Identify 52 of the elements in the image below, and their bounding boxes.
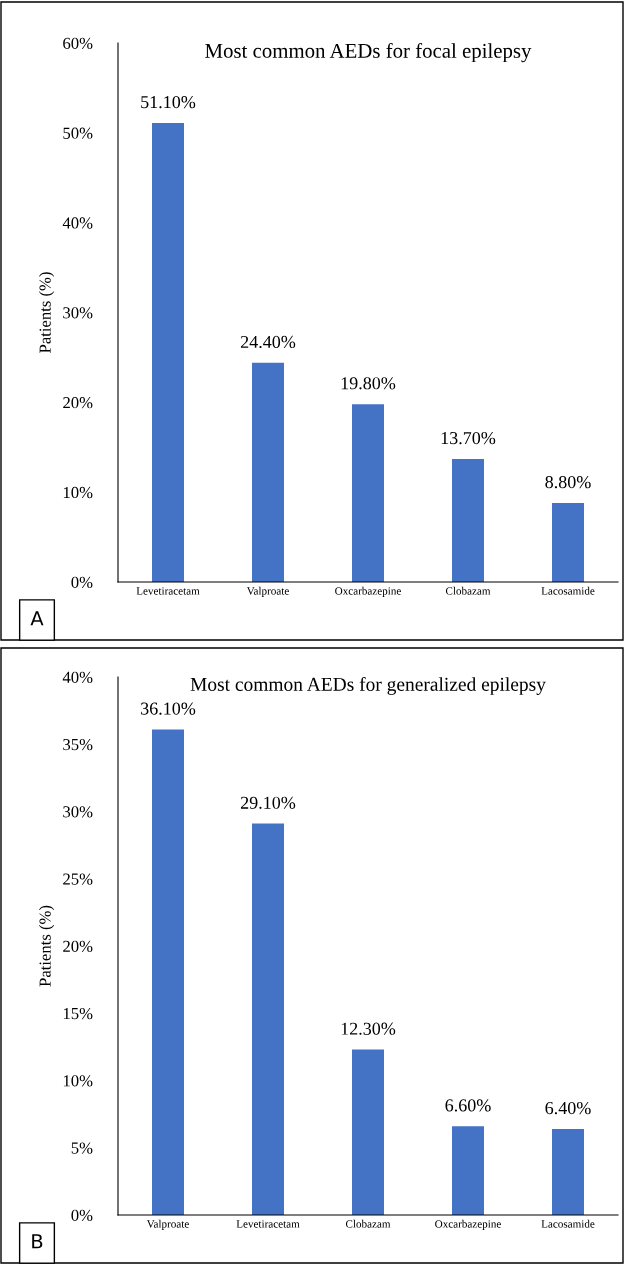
y-tick-label: 40% bbox=[62, 671, 93, 683]
x-tick-label: Valproate bbox=[246, 586, 289, 597]
x-tick-label: Clobazam bbox=[445, 586, 491, 595]
x-tick-label: Levetiracetam bbox=[136, 587, 200, 595]
y-tick-label: 20% bbox=[63, 940, 93, 952]
x-tick-label: Oxcarbazepine bbox=[335, 586, 401, 597]
bar bbox=[152, 122, 184, 582]
bar bbox=[552, 502, 584, 582]
data-label: 36.10% bbox=[141, 702, 196, 715]
y-tick-label: 30% bbox=[63, 806, 93, 818]
y-tick-label: 10% bbox=[63, 486, 93, 499]
y-axis-title: Patients (%) bbox=[39, 272, 55, 353]
x-tick-label: Levetiracetam bbox=[236, 1220, 300, 1228]
x-tick-label: Lacosamide bbox=[541, 586, 595, 595]
y-tick-label: 30% bbox=[63, 307, 93, 319]
y-tick-label: 15% bbox=[63, 1007, 93, 1020]
y-tick-label: 40% bbox=[62, 217, 93, 229]
chart-title: Most common AEDs for focal epilepsy bbox=[205, 43, 532, 63]
bar bbox=[352, 1049, 384, 1215]
y-tick-label: 10% bbox=[63, 1075, 93, 1087]
data-label: 19.80% bbox=[341, 377, 396, 390]
y-tick-label: 0% bbox=[71, 1209, 93, 1221]
y-tick-label: 20% bbox=[63, 397, 93, 409]
data-label: 12.30% bbox=[341, 1022, 396, 1035]
bar bbox=[552, 1128, 584, 1215]
bar bbox=[252, 823, 284, 1215]
y-axis-title: Patients (%) bbox=[39, 905, 55, 987]
text: B bbox=[32, 1234, 43, 1249]
y-tick-label: 25% bbox=[63, 873, 93, 885]
x-tick-label: Valproate bbox=[146, 1219, 189, 1230]
bar bbox=[152, 729, 184, 1215]
data-label: 6.40% bbox=[545, 1101, 591, 1115]
data-label: 6.60% bbox=[445, 1099, 491, 1112]
bar bbox=[452, 1126, 484, 1215]
bar bbox=[352, 404, 384, 582]
y-tick-label: 60% bbox=[63, 37, 93, 49]
bar bbox=[452, 458, 484, 582]
y-tick-label: 35% bbox=[63, 738, 93, 751]
data-label: 8.80% bbox=[545, 475, 591, 489]
data-label: 29.10% bbox=[240, 796, 296, 809]
y-tick-label: 5% bbox=[71, 1142, 93, 1154]
chart-title: Most common AEDs for generalized epilepsy bbox=[190, 677, 546, 695]
bar bbox=[252, 362, 284, 582]
data-label: 24.40% bbox=[240, 335, 296, 349]
x-tick-label: Clobazam bbox=[345, 1219, 391, 1228]
data-label: 51.10% bbox=[141, 95, 196, 109]
x-tick-label: Oxcarbazepine bbox=[435, 1219, 501, 1230]
y-tick-label: 50% bbox=[63, 127, 93, 139]
y-tick-label: 0% bbox=[71, 576, 93, 588]
text: A bbox=[30, 611, 44, 626]
data-label: 13.70% bbox=[441, 431, 496, 445]
x-tick-label: Lacosamide bbox=[541, 1219, 595, 1228]
